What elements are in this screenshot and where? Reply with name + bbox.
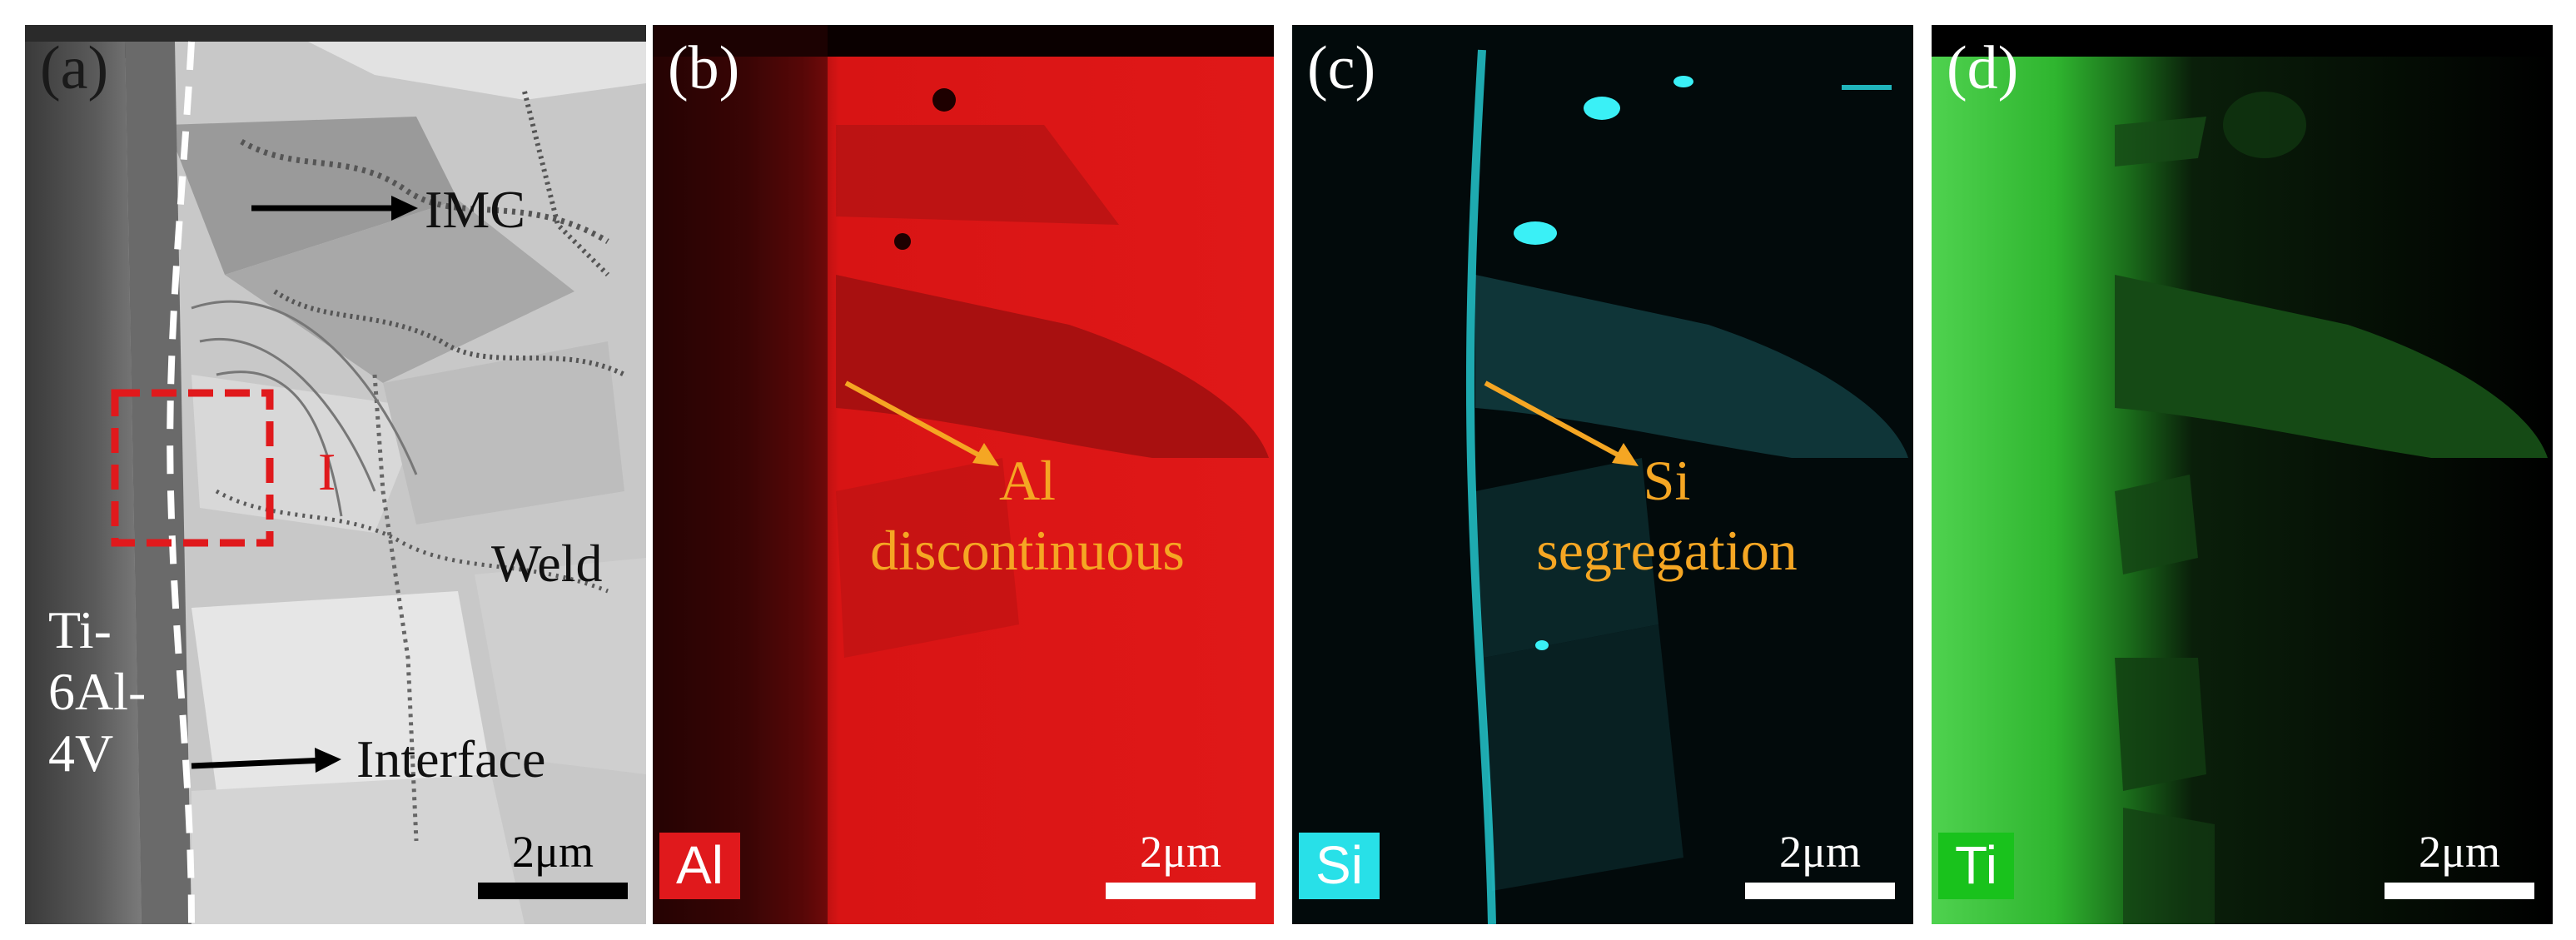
si-annotation-line2: segregation: [1536, 519, 1798, 582]
scale-bar-b: [1106, 883, 1256, 899]
interface-arrow: [191, 748, 341, 773]
scale-bar-d: [2385, 883, 2534, 899]
region-i-box: [111, 389, 274, 547]
scale-bar-a: [478, 883, 628, 899]
si-map-image: [1292, 25, 1913, 924]
al-element-tag: Al: [659, 833, 740, 899]
al-map-image: [653, 25, 1274, 924]
annotation-arrows: [191, 196, 418, 773]
base-metal-label-line2: 6Al-: [48, 662, 147, 721]
al-map-panel: (b) Al discontinuous Al 2μm: [653, 25, 1274, 924]
scale-bar-c-text: 2μm: [1779, 827, 1861, 877]
ti-element-tag: Ti: [1938, 833, 2014, 899]
panel-c-letter: (c): [1307, 34, 1376, 102]
ti-map-image: [1932, 25, 2553, 924]
base-metal-label-line1: Ti-: [48, 600, 112, 659]
panel-d-letter: (d): [1947, 34, 2019, 102]
al-annotation-line1: Al: [999, 449, 1056, 512]
si-annotation-arrow: [1484, 380, 1639, 466]
si-segregation-annotation: Si segregation: [1500, 445, 1833, 585]
ti-map-panel: (d) Ti 2μm: [1932, 25, 2553, 924]
base-metal-label-line3: 4V: [48, 724, 114, 783]
weld-label: Weld: [491, 534, 603, 593]
scale-bar-a-text: 2μm: [512, 827, 594, 877]
al-discontinuous-annotation: Al discontinuous: [861, 445, 1194, 585]
si-element-tag: Si: [1299, 833, 1380, 899]
scale-bar-d-text: 2μm: [2419, 827, 2500, 877]
al-annotation-line2: discontinuous: [870, 519, 1185, 582]
panel-a-letter: (a): [40, 34, 109, 102]
panel-b-letter: (b): [668, 34, 740, 102]
base-metal-label: Ti- 6Al- 4V: [48, 599, 146, 784]
si-map-panel: (c) Si segregation Si 2μm: [1292, 25, 1913, 924]
imc-arrow: [251, 196, 418, 221]
al-annotation-arrow: [844, 380, 999, 466]
region-i-label: I: [318, 442, 336, 501]
si-annotation-line1: Si: [1643, 449, 1691, 512]
interface-label: Interface: [356, 729, 546, 788]
scale-bar-b-text: 2μm: [1140, 827, 1221, 877]
scale-bar-c: [1745, 883, 1895, 899]
imc-label: IMC: [425, 180, 525, 239]
tem-micrograph-panel: (a) IMC I Weld Interface Ti- 6Al- 4V 2μm: [25, 25, 646, 924]
tem-micrograph-image: [25, 25, 646, 924]
